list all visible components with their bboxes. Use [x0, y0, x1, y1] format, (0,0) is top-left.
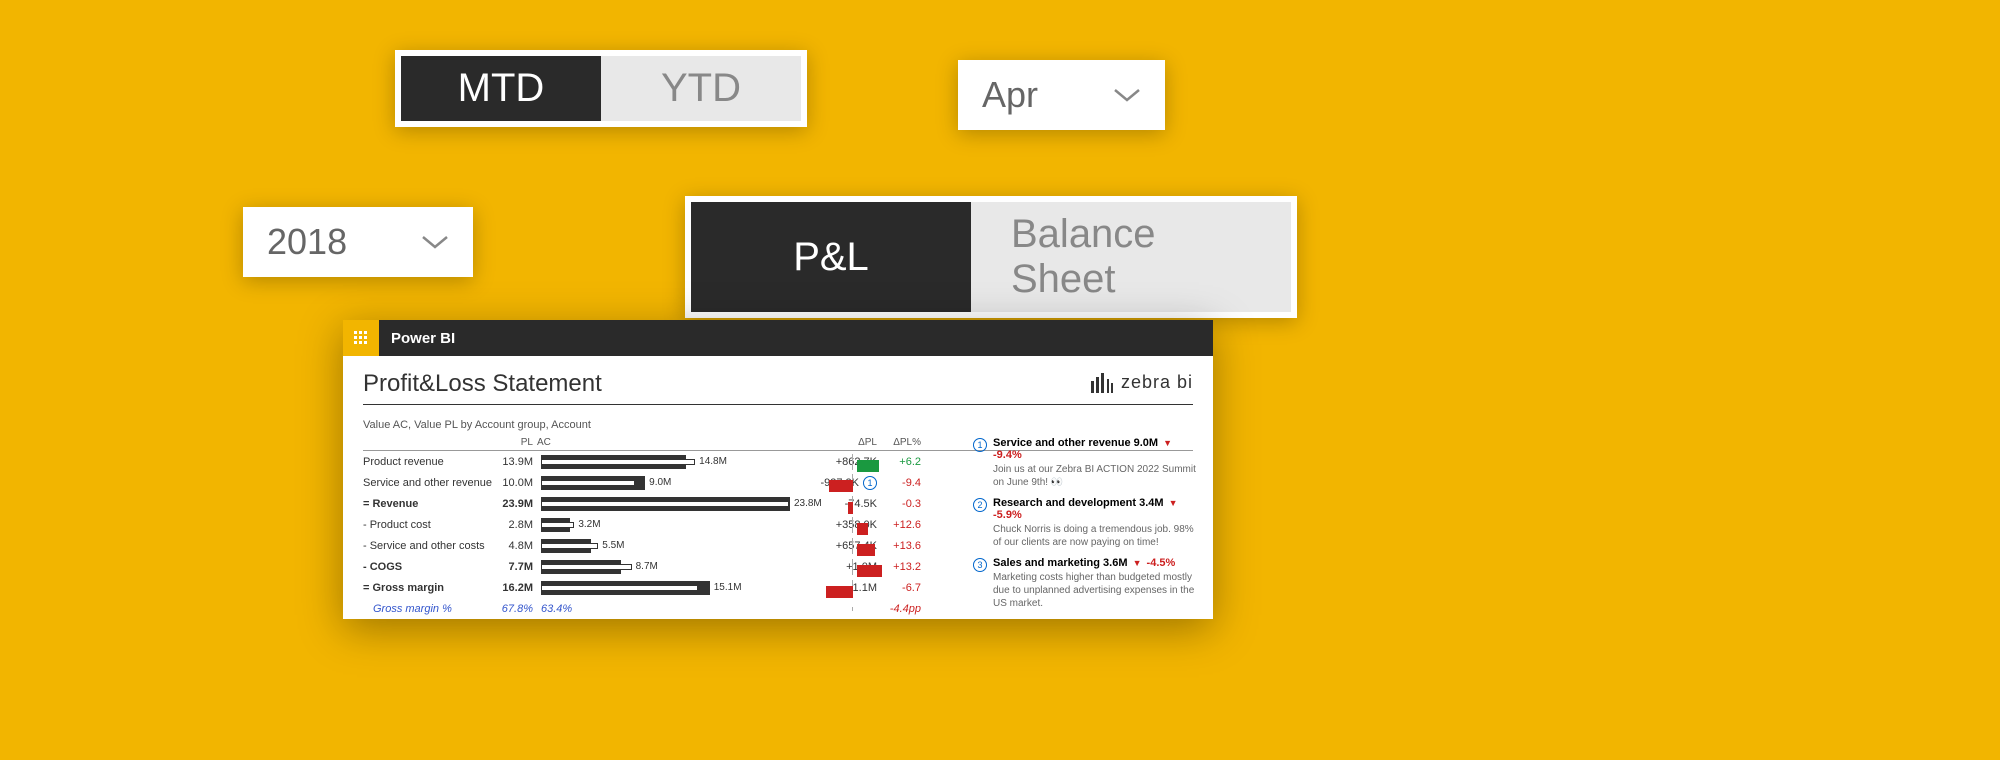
note-number-icon: 3	[973, 558, 987, 572]
month-dropdown[interactable]: Apr	[958, 60, 1165, 130]
zebra-icon	[1091, 373, 1115, 393]
period-ytd-button[interactable]: YTD	[601, 56, 801, 121]
report-subtitle: Value AC, Value PL by Account group, Acc…	[363, 419, 1193, 431]
col-dplp: ΔPL%	[883, 437, 921, 448]
note-item: 3Sales and marketing 3.6M ▼ -4.5%Marketi…	[973, 557, 1203, 610]
brand-logo: zebra bi	[1091, 372, 1193, 393]
report-titlebar: Power BI	[343, 320, 1213, 356]
year-dropdown[interactable]: 2018	[243, 207, 473, 277]
notes-panel: 1Service and other revenue 9.0M ▼ -9.4%J…	[973, 437, 1203, 618]
month-value: Apr	[982, 74, 1038, 116]
view-balance-button[interactable]: Balance Sheet	[971, 202, 1291, 312]
col-pl: PL	[493, 437, 533, 448]
chevron-down-icon	[421, 235, 449, 249]
chevron-down-icon	[1113, 88, 1141, 102]
year-value: 2018	[267, 221, 347, 263]
note-item: 2Research and development 3.4M ▼ -5.9%Ch…	[973, 497, 1203, 549]
col-ac: AC	[533, 437, 783, 448]
note-item: 1Service and other revenue 9.0M ▼ -9.4%J…	[973, 437, 1203, 489]
grid-icon	[353, 330, 369, 346]
view-toggle: P&L Balance Sheet	[685, 196, 1297, 318]
period-toggle: MTD YTD	[395, 50, 807, 127]
report-window: Power BI zebra bi Profit&Loss Statement …	[343, 320, 1213, 619]
note-ref-icon[interactable]: 1	[863, 476, 877, 490]
report-title: Profit&Loss Statement	[363, 370, 1193, 405]
col-dpl: ΔPL	[783, 437, 883, 448]
app-title: Power BI	[379, 330, 455, 347]
period-mtd-button[interactable]: MTD	[401, 56, 601, 121]
brand-text: zebra bi	[1121, 372, 1193, 393]
note-number-icon: 1	[973, 438, 987, 452]
app-icon[interactable]	[343, 320, 379, 356]
note-number-icon: 2	[973, 498, 987, 512]
view-pl-button[interactable]: P&L	[691, 202, 971, 312]
